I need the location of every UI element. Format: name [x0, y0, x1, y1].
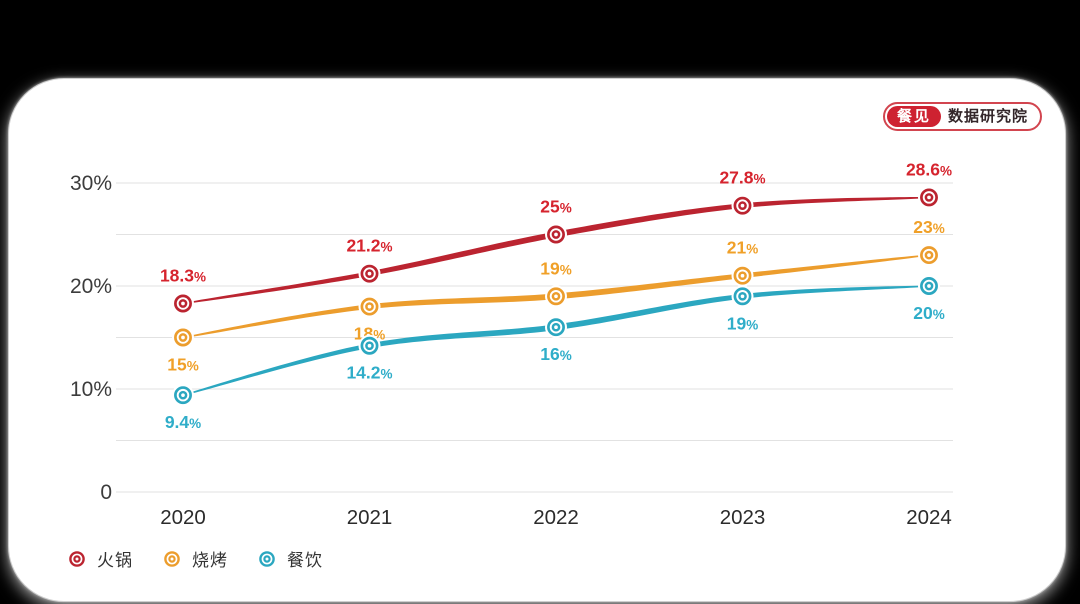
data-point-marker-inner-hotpot [738, 201, 747, 211]
data-point-marker-inner-bbq [924, 250, 934, 260]
data-point-label-hotpot: 28.6% [906, 159, 952, 179]
data-point-label-hotpot: 21.2% [346, 236, 392, 256]
data-point-marker-inner-hotpot [551, 230, 561, 239]
legend-marker-icon-bbq [164, 550, 180, 567]
data-point-label-bbq: 23% [913, 217, 944, 237]
data-point-label-hotpot: 25% [540, 197, 571, 217]
brand-logo: 餐见 [886, 106, 941, 127]
data-point-marker-inner-dining [551, 322, 561, 332]
y-tick-label: 10% [70, 378, 112, 401]
data-point-label-dining: 9.4% [165, 412, 201, 432]
data-point-label-hotpot: 18.3% [160, 266, 206, 286]
legend-label-dining: 餐饮 [287, 551, 323, 570]
brand-badge: 餐见 数据研究院 [882, 102, 1042, 131]
data-point-label-hotpot: 27.8% [719, 168, 765, 188]
data-point-label-dining: 19% [727, 313, 758, 333]
data-point-marker-inner-dining [365, 341, 374, 351]
x-tick-label: 2022 [533, 506, 579, 529]
data-point-label-dining: 20% [913, 303, 944, 323]
data-point-marker-inner-dining [178, 390, 188, 400]
data-point-label-dining: 16% [540, 344, 571, 364]
series-curve-hotpot [182, 196, 930, 304]
data-point-marker-inner-hotpot [924, 193, 934, 202]
x-tick-label: 2023 [720, 506, 766, 529]
data-point-marker-inner-dining [738, 291, 747, 301]
data-point-marker-inner-hotpot [178, 299, 188, 308]
legend-marker-icon-dining [259, 550, 275, 567]
data-point-marker-inner-dining [924, 281, 934, 291]
y-tick-label: 0 [100, 481, 112, 504]
data-point-label-bbq: 19% [540, 258, 571, 278]
legend-item-dining: 餐饮 [258, 546, 323, 571]
data-point-label-bbq: 15% [167, 355, 198, 375]
data-point-marker-inner-bbq [365, 302, 374, 311]
data-point-marker-inner-bbq [738, 271, 747, 281]
legend-item-bbq: 烧烤 [163, 546, 228, 571]
y-tick-label: 20% [70, 275, 112, 298]
data-point-marker-inner-hotpot [365, 269, 374, 278]
x-tick-label: 2020 [160, 506, 206, 529]
legend-label-hotpot: 火锅 [97, 551, 133, 570]
legend-item-hotpot: 火锅 [68, 546, 133, 571]
data-point-label-bbq: 21% [727, 238, 758, 258]
legend-marker-icon-hotpot [69, 550, 85, 567]
y-tick-label: 30% [70, 172, 112, 195]
x-tick-label: 2024 [906, 506, 952, 529]
data-point-label-dining: 14.2% [346, 363, 392, 383]
legend-label-bbq: 烧烤 [192, 551, 228, 570]
chart-legend: 火锅 烧烤 餐饮 [68, 546, 323, 571]
data-point-marker-inner-bbq [551, 291, 561, 301]
x-tick-label: 2021 [347, 506, 393, 529]
data-point-marker-inner-bbq [178, 333, 188, 342]
brand-suffix-label: 数据研究院 [947, 108, 1028, 125]
